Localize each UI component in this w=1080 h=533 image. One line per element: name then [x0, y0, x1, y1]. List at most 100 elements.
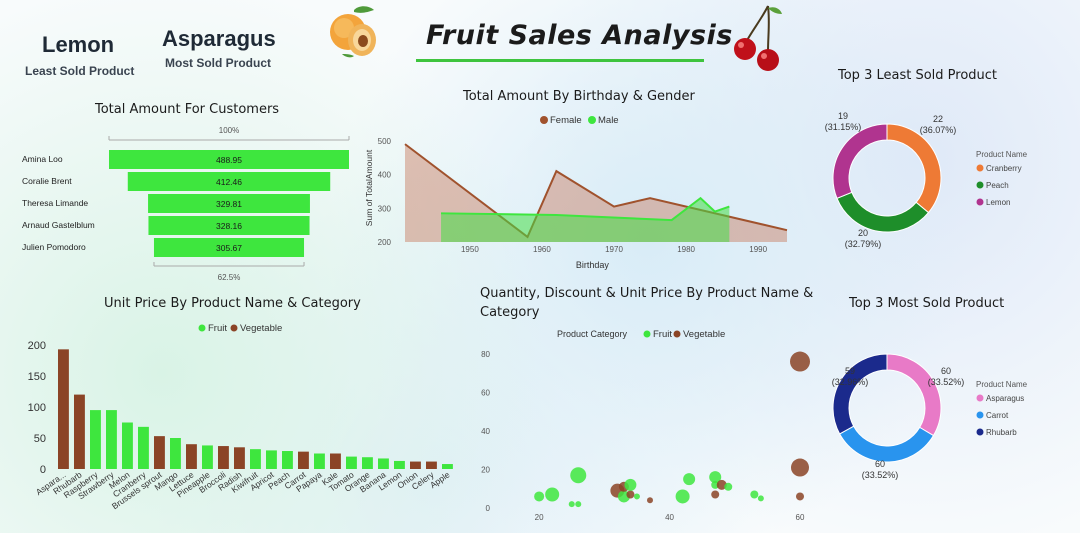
most-slice-carrot: [838, 425, 935, 463]
area-y-tick-label: 500: [378, 137, 392, 146]
most-slice-value: 60: [875, 459, 885, 469]
scatter-y-tick-label: 40: [481, 427, 490, 436]
legend-female-marker: [540, 116, 548, 124]
most-slice-value: 60: [941, 366, 951, 376]
bar-y-tick-label: 100: [28, 402, 46, 414]
most-legend-marker: [976, 394, 984, 402]
legend-fruit-label: Fruit: [653, 329, 672, 340]
bar-lemon: [394, 460, 405, 469]
bar-papaya: [314, 453, 325, 469]
scatter-point-fruit: [534, 491, 545, 502]
most-legend-label: Rhubarb: [986, 428, 1017, 437]
dashboard-title: Fruit Sales Analysis: [426, 20, 733, 51]
least-slice-peach: [836, 191, 930, 233]
scatter-x-tick-label: 20: [535, 513, 544, 522]
most-legend-marker: [976, 428, 984, 436]
scatter-point-vegetable: [791, 458, 809, 477]
least-legend-title: Product Name: [976, 150, 1028, 159]
least-slice-value: 22: [933, 114, 943, 124]
area-x-tick-label: 1980: [677, 245, 695, 254]
scatter-point-vegetable: [796, 492, 804, 501]
area-x-tick-label: 1960: [533, 245, 551, 254]
funnel-title: Total Amount For Customers: [95, 102, 280, 117]
most-sold-label: Most Sold Product: [165, 56, 271, 70]
most-slice-percent: (33.52%): [928, 377, 965, 387]
least-sold-label: Least Sold Product: [25, 64, 135, 78]
area-y-tick-label: 300: [378, 204, 392, 213]
scatter-legend-title: Product Category: [557, 329, 628, 339]
least-legend-label: Peach: [986, 181, 1009, 190]
funnel-bar: [148, 216, 310, 235]
most-donut-title: Top 3 Most Sold Product: [849, 296, 1005, 311]
funnel-bar-value: 412.46: [216, 177, 242, 187]
bar-strawberry: [106, 410, 117, 469]
scatter-point-fruit: [568, 501, 575, 508]
scatter-point-fruit: [750, 490, 759, 499]
bar-y-tick-label: 0: [40, 464, 46, 476]
most-legend-title: Product Name: [976, 380, 1028, 389]
least-slice-cranberry: [886, 123, 942, 214]
funnel-bar: [153, 238, 305, 257]
peach-icon: [330, 6, 376, 58]
area-y-axis-label: Sum of TotalAmount: [364, 149, 374, 226]
area-y-tick-label: 200: [378, 238, 392, 247]
bar-apple: [442, 464, 453, 469]
least-legend-label: Cranberry: [986, 164, 1022, 173]
least-donut-title: Top 3 Least Sold Product: [838, 68, 998, 83]
area-x-axis-label: Birthday: [576, 260, 610, 270]
scatter-y-tick-label: 80: [481, 350, 490, 359]
area-title: Total Amount By Birthday & Gender: [463, 89, 695, 104]
bar-carrot: [298, 451, 309, 469]
scatter-point-fruit: [724, 482, 733, 491]
area-chart: Female Male 200 300 400 500 1950 1960 1970 1980 19…: [364, 115, 788, 270]
bar-brussels-sprout: [154, 436, 165, 469]
bar-y-tick-label: 150: [28, 371, 46, 383]
funnel-category-label: Theresa Limande: [22, 198, 88, 208]
funnel-category-label: Julien Pomodoro: [22, 242, 86, 252]
most-slice-percent: (32.96%): [832, 377, 869, 387]
scatter-point-fruit: [709, 471, 722, 484]
area-x-tick-label: 1970: [605, 245, 623, 254]
scatter-y-tick-label: 20: [481, 465, 490, 474]
least-slice-lemon: [832, 123, 888, 199]
least-legend-marker: [976, 198, 984, 206]
legend-vegetable-marker: [230, 324, 238, 332]
funnel-bar-value: 305.67: [216, 243, 242, 253]
most-donut-chart: 60(33.52%)60(33.52%)59(32.96%) Product Na…: [832, 353, 1028, 480]
most-slice-asparagus: [886, 353, 942, 437]
bar-kiwifruit: [250, 449, 261, 469]
male-line: [441, 196, 730, 222]
scatter-point-vegetable: [626, 490, 635, 499]
bar-kale: [330, 453, 341, 469]
legend-fruit-marker: [198, 324, 206, 332]
bar-mango: [170, 438, 181, 469]
bar-celery: [426, 461, 437, 469]
least-slice-percent: (32.79%): [845, 239, 882, 249]
funnel-category-label: Arnaud Gastelblum: [22, 220, 95, 230]
least-donut-chart: 22(36.07%) 20(32.79%) 19(31.15%) Product Na…: [825, 111, 1028, 249]
bar-orange: [362, 457, 373, 469]
funnel-bar: [109, 150, 349, 169]
most-slice-percent: (33.52%): [862, 470, 899, 480]
funnel-category-label: Coralie Brent: [22, 176, 72, 186]
legend-male-marker: [588, 116, 596, 124]
bar-lettuce: [186, 444, 197, 469]
bar-y-tick-label: 200: [28, 340, 46, 352]
bar-melon: [122, 422, 133, 469]
scatter-point-fruit: [675, 489, 690, 504]
most-legend-marker: [976, 411, 984, 419]
scatter-point-vegetable: [716, 479, 727, 490]
scatter-y-tick-label: 60: [481, 388, 490, 397]
most-legend-label: Asparagus: [986, 394, 1024, 403]
bar-apricot: [266, 450, 277, 469]
funnel-bar: [148, 194, 310, 213]
scatter-point-fruit: [624, 478, 637, 491]
scatter-point-fruit: [683, 473, 696, 486]
bar-radish: [234, 447, 245, 469]
bar-rhubarb: [74, 394, 85, 469]
funnel-chart: 100% 488.95 Amina Loo 412.46 Coralie Brent 32…: [22, 126, 350, 282]
funnel-bottom-percent: 62.5%: [218, 273, 241, 282]
least-slice-value: 20: [858, 228, 868, 238]
most-slice-rhubarb: [832, 353, 888, 435]
male-area-fill: [441, 198, 730, 242]
